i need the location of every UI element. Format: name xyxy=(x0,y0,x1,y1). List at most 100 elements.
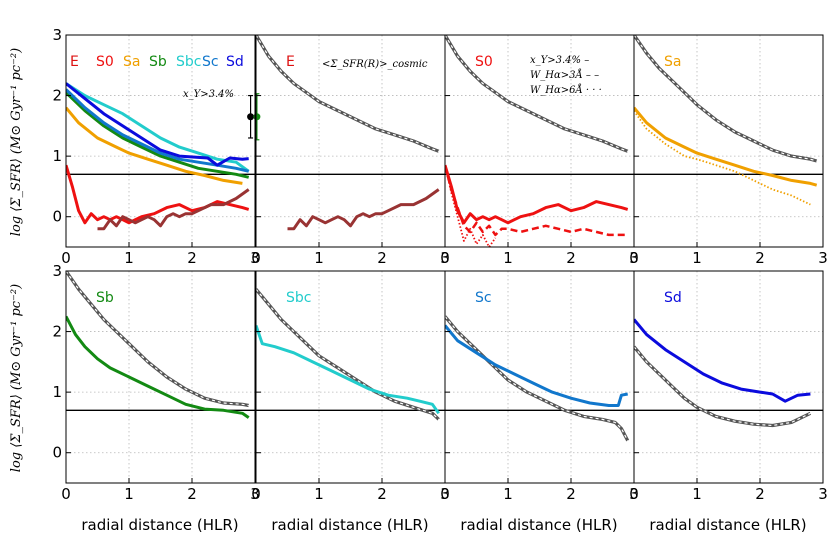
series-line-sc xyxy=(445,324,628,407)
series-group xyxy=(634,35,818,206)
series-line-sbc xyxy=(256,325,440,415)
y-axis-label-top: log ⟨Σ_SFR⟩ (M⊙ Gyr⁻¹ pc⁻²) xyxy=(9,48,24,236)
series-line-sa-w-6 xyxy=(634,110,811,206)
galaxy-type-label: E xyxy=(286,54,295,70)
x-tick-label: 1 xyxy=(314,485,324,503)
y-tick-label: 2 xyxy=(52,323,62,341)
x-tick-label: 2 xyxy=(566,249,576,267)
panel-frame xyxy=(65,34,256,248)
galaxy-type-label: Sc xyxy=(475,290,492,306)
legend-label-s0: S0 xyxy=(96,54,114,70)
x-tick-label: 1 xyxy=(692,485,702,503)
x-tick-label: 0 xyxy=(251,485,261,503)
galaxy-type-label: S0 xyxy=(475,54,493,70)
series-line-s0-w-3 xyxy=(445,164,628,237)
legend-label-sc: Sc xyxy=(202,54,219,70)
x-tick-label: 3 xyxy=(629,249,639,267)
x-tick-label: 3 xyxy=(818,249,828,267)
x-tick-label: 2 xyxy=(755,249,765,267)
x-axis-label-4: radial distance (HLR) xyxy=(649,516,806,534)
series-line-cosmic xyxy=(445,315,630,442)
series-line-cosmic-dash xyxy=(634,35,817,162)
y-tick-label: 2 xyxy=(52,87,62,105)
series-line-sb xyxy=(66,91,250,179)
galaxy-type-label: Sb xyxy=(96,290,114,306)
series-group xyxy=(445,315,630,442)
panel-frame xyxy=(633,270,824,484)
x-tick-label: 0 xyxy=(440,485,450,503)
x-tick-label: 1 xyxy=(314,249,324,267)
panel-7: 0 1 2 3 Sc xyxy=(440,270,639,503)
series-line-sa xyxy=(66,106,243,185)
legend-label-e: E xyxy=(70,54,79,70)
x-tick-label: 0 xyxy=(629,485,639,503)
galaxy-type-label: Sbc xyxy=(286,290,311,306)
x-tick-label: 1 xyxy=(503,485,513,503)
galaxy-type-label: Sd xyxy=(664,290,682,306)
series-line-sd xyxy=(66,82,249,167)
series-line-cosmic-dash xyxy=(634,346,811,427)
y-tick-label: 1 xyxy=(52,383,62,401)
y-tick-label: 1 xyxy=(52,147,62,165)
error-bar-point xyxy=(253,113,261,121)
panel-annotation: x_Y>3.4% xyxy=(183,89,234,100)
series-group xyxy=(256,35,440,231)
x-tick-label: 2 xyxy=(187,249,197,267)
series-line-cosmic-dash xyxy=(256,35,439,152)
legend-label-sbc: Sbc xyxy=(176,54,201,70)
series-line-cosmic xyxy=(634,345,812,428)
x-tick-label: 0 xyxy=(629,249,639,267)
series-line-cosmic-dash xyxy=(445,316,629,441)
legend-label-sd: Sd xyxy=(226,54,244,70)
x-tick-label: 2 xyxy=(755,485,765,503)
y-tick-label: 0 xyxy=(52,444,62,462)
x-tick-label: 1 xyxy=(124,485,134,503)
panel-6: 0 1 2 3 Sbc xyxy=(251,270,450,503)
series-group xyxy=(634,318,812,428)
line-style-legend-entry: W_Hα>3Å – – xyxy=(530,69,599,81)
series-group xyxy=(66,82,250,231)
line-style-legend-entry: W_Hα>6Å · · · xyxy=(530,84,602,96)
x-tick-label: 2 xyxy=(187,485,197,503)
x-tick-label: 0 xyxy=(61,485,71,503)
panel-annotation: <Σ_SFR(R)>_cosmic xyxy=(322,59,428,70)
series-group xyxy=(256,288,440,421)
line-style-legend-entry: x_Y>3.4% – xyxy=(530,55,589,66)
series-group xyxy=(66,271,250,419)
y-tick-label: 3 xyxy=(52,26,62,44)
x-tick-label: 2 xyxy=(377,485,387,503)
x-tick-label: 0 xyxy=(440,249,450,267)
y-axis-label-bottom: log ⟨Σ_SFR⟩ (M⊙ Gyr⁻¹ pc⁻²) xyxy=(9,284,24,472)
x-tick-label: 1 xyxy=(124,249,134,267)
x-axis-label-3: radial distance (HLR) xyxy=(460,516,617,534)
x-tick-label: 3 xyxy=(629,485,639,503)
x-tick-label: 3 xyxy=(440,485,450,503)
y-tick-label: 0 xyxy=(52,208,62,226)
series-line-e xyxy=(97,188,250,231)
series-line-cosmic-dash xyxy=(256,288,440,420)
panel-frame xyxy=(633,34,824,248)
x-axis-label-1: radial distance (HLR) xyxy=(81,516,238,534)
series-line-e xyxy=(287,188,440,231)
x-tick-label: 3 xyxy=(250,249,260,267)
x-tick-label: 1 xyxy=(692,249,702,267)
series-line-cosmic xyxy=(66,271,249,408)
x-tick-label: 3 xyxy=(818,485,828,503)
legend-label-sa: Sa xyxy=(123,54,140,70)
panel-3: 0 1 2 3 S0 x_Y>3.4% – W_Hα>3Å – – W_Hα>6Å · · · xyxy=(440,34,639,267)
x-tick-label: 3 xyxy=(250,485,260,503)
series-line-cosmic-dash xyxy=(66,271,249,407)
series-line-sc xyxy=(66,88,250,173)
series-line-sa xyxy=(634,106,818,187)
legend-label-sb: Sb xyxy=(149,54,167,70)
series-line-cosmic-dash xyxy=(445,35,628,152)
series-line-sd xyxy=(634,318,811,403)
panel-frame xyxy=(444,270,635,484)
series-line-s0-w-6 xyxy=(445,164,497,247)
panel-frame xyxy=(65,270,256,484)
x-tick-label: 1 xyxy=(503,249,513,267)
galaxy-type-label: Sa xyxy=(664,54,681,70)
